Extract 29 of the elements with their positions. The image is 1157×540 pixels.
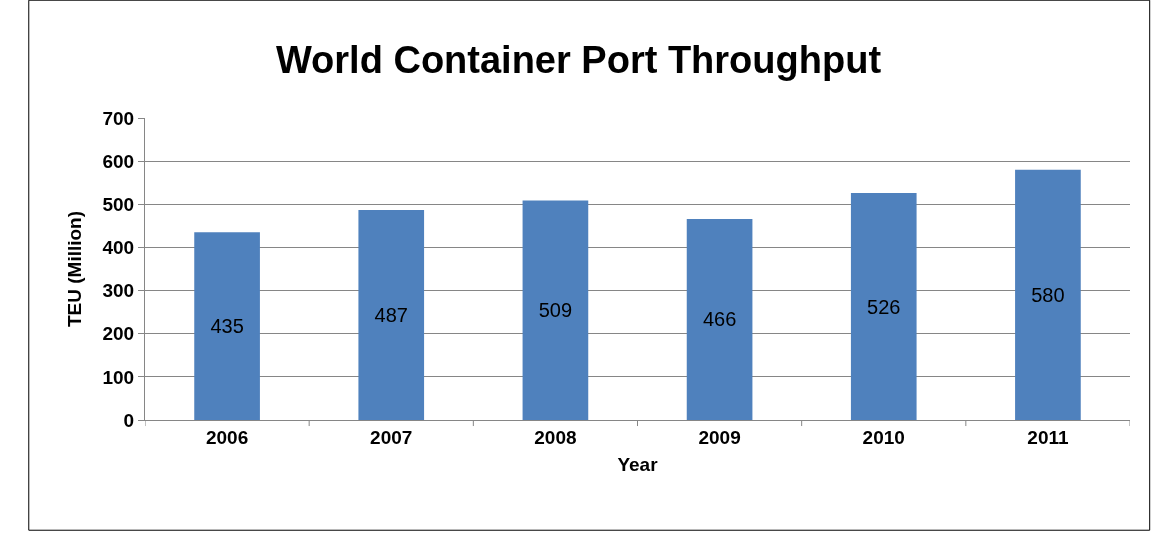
bar [194, 232, 260, 420]
bar [850, 193, 917, 420]
bar [522, 200, 589, 420]
y-tick-label: 700 [102, 107, 135, 129]
chart-title: World Container Port Throughput [275, 38, 882, 81]
x-tick-label: 2008 [534, 426, 577, 448]
y-tick-label: 200 [102, 323, 135, 345]
y-tick-label: 300 [102, 280, 135, 302]
y-tick-label: 600 [102, 150, 135, 172]
bar [686, 218, 753, 420]
x-axis-title: Year [617, 453, 659, 475]
x-tick-label: 2006 [205, 426, 249, 448]
y-axis-title: TEU (Million) [64, 210, 86, 328]
data-label: 435 [210, 315, 244, 338]
data-label: 580 [1031, 283, 1065, 306]
bar [1015, 169, 1081, 420]
x-tick-label: 2011 [1027, 426, 1069, 448]
y-tick-label: 400 [102, 237, 135, 259]
y-tick-label: 0 [123, 409, 135, 431]
data-label: 487 [374, 303, 408, 326]
x-tick-label: 2010 [862, 426, 905, 448]
data-label: 509 [538, 299, 573, 322]
y-tick-label: 100 [102, 366, 135, 388]
x-tick-label: 2009 [698, 426, 741, 448]
data-label: 466 [702, 308, 737, 331]
y-tick-label: 500 [102, 193, 135, 215]
data-label: 526 [867, 295, 901, 318]
bar [358, 209, 425, 420]
x-tick-label: 2007 [370, 426, 413, 448]
